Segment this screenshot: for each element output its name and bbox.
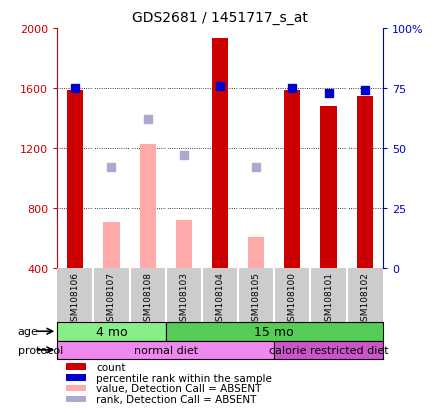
Text: GSM108100: GSM108100 <box>288 271 297 326</box>
Text: GSM108106: GSM108106 <box>71 271 80 326</box>
Text: 4 mo: 4 mo <box>95 325 127 338</box>
Text: protocol: protocol <box>18 345 63 355</box>
Text: rank, Detection Call = ABSENT: rank, Detection Call = ABSENT <box>96 394 257 404</box>
Text: count: count <box>96 362 126 372</box>
Bar <box>139 144 156 268</box>
Bar <box>212 39 228 268</box>
Text: GSM108103: GSM108103 <box>180 271 188 326</box>
Bar <box>66 374 86 381</box>
Text: normal diet: normal diet <box>134 345 198 355</box>
Bar <box>356 96 373 268</box>
Bar <box>320 107 337 268</box>
Bar <box>67 90 84 268</box>
Text: GSM108107: GSM108107 <box>107 271 116 326</box>
Text: age: age <box>18 326 38 337</box>
Bar <box>66 363 86 370</box>
Text: value, Detection Call = ABSENT: value, Detection Call = ABSENT <box>96 384 262 394</box>
Bar <box>57 322 166 341</box>
Bar <box>103 222 120 268</box>
Text: GSM108102: GSM108102 <box>360 271 369 326</box>
Bar <box>284 90 301 268</box>
Text: GSM108105: GSM108105 <box>252 271 260 326</box>
Bar <box>248 237 264 268</box>
Text: calorie restricted diet: calorie restricted diet <box>269 345 389 355</box>
Text: 15 mo: 15 mo <box>254 325 294 338</box>
Text: GSM108108: GSM108108 <box>143 271 152 326</box>
Bar <box>66 396 86 402</box>
Text: percentile rank within the sample: percentile rank within the sample <box>96 373 272 382</box>
Bar <box>166 322 383 341</box>
Title: GDS2681 / 1451717_s_at: GDS2681 / 1451717_s_at <box>132 11 308 25</box>
Text: GSM108104: GSM108104 <box>216 271 224 326</box>
Bar <box>176 221 192 268</box>
Bar <box>274 341 383 359</box>
Bar <box>57 341 274 359</box>
Bar <box>66 385 86 392</box>
Text: GSM108101: GSM108101 <box>324 271 333 326</box>
